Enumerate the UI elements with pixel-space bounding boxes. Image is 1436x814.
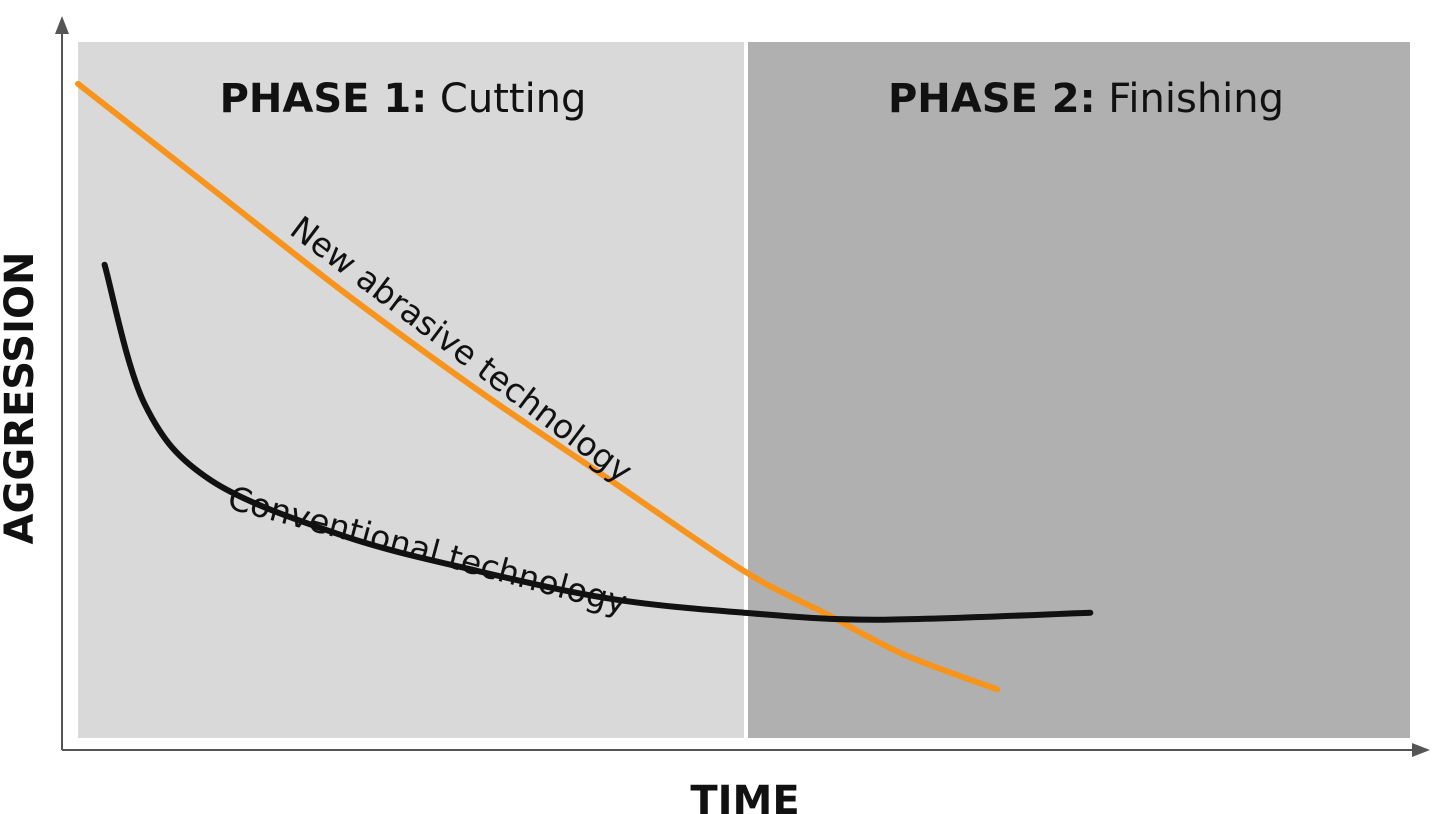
series-lines bbox=[75, 80, 1094, 693]
axes bbox=[55, 16, 1430, 757]
phase-labels: PHASE 1: Cutting PHASE 2: Finishing bbox=[220, 76, 1284, 122]
phase-label-prefix: PHASE 1: bbox=[220, 76, 428, 122]
y-axis-label: AGGRESSION bbox=[0, 252, 43, 545]
series-line-new-abrasive bbox=[75, 80, 1001, 693]
phase-region-1 bbox=[78, 42, 744, 738]
phase-label-2: PHASE 2: Finishing bbox=[888, 76, 1284, 122]
phase-label-name: Finishing bbox=[1096, 76, 1284, 122]
y-axis-arrow-icon bbox=[55, 16, 69, 34]
series-line-conventional bbox=[101, 261, 1094, 623]
phase-label-prefix: PHASE 2: bbox=[888, 76, 1096, 122]
phase-regions bbox=[78, 42, 1410, 738]
phase-label-1: PHASE 1: Cutting bbox=[220, 76, 587, 122]
phase-region-2 bbox=[748, 42, 1410, 738]
x-axis-arrow-icon bbox=[1412, 743, 1430, 757]
x-axis-label: TIME bbox=[690, 778, 799, 814]
phase-label-name: Cutting bbox=[427, 76, 586, 122]
